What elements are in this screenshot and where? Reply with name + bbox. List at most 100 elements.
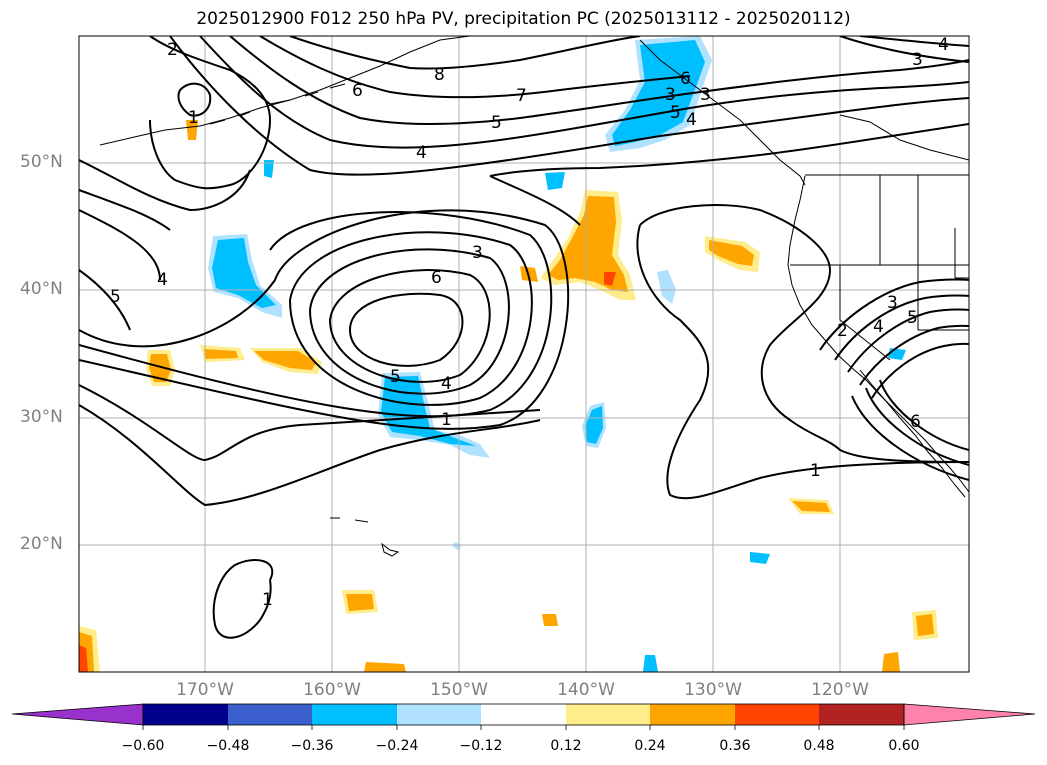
pos-area-sw-corner-red xyxy=(79,645,88,672)
neg-area-nw-coast-core xyxy=(612,40,705,146)
neg-area-small-1 xyxy=(545,172,565,190)
contour-center-1 xyxy=(79,209,570,430)
precip-shading xyxy=(79,36,938,672)
colorbar-segment xyxy=(397,704,481,725)
contour-east-1 xyxy=(639,204,969,463)
pv-contours xyxy=(79,36,969,639)
contour-north-5 xyxy=(79,189,171,231)
colorbar-tick-label: −0.12 xyxy=(459,738,503,754)
contour-label: 1 xyxy=(441,410,452,430)
pos-area-w-2-core xyxy=(204,349,238,359)
lon-label-120w: 120°W xyxy=(811,680,869,700)
contour-label: 4 xyxy=(416,143,427,163)
alaska-panhandle xyxy=(639,39,806,186)
lon-label-130w: 130°W xyxy=(684,680,742,700)
contour-north-4b xyxy=(169,36,969,176)
colorbar-tick-label: 0.24 xyxy=(634,738,666,754)
contour-se-inner-6 xyxy=(879,379,969,451)
colorbar-tick-label: −0.48 xyxy=(206,738,250,754)
contour-label: 6 xyxy=(910,412,921,432)
contour-label: 8 xyxy=(434,65,445,85)
colorbar-segment xyxy=(228,704,312,725)
pos-area-small-4-core xyxy=(346,594,374,611)
contour-center-4 xyxy=(308,248,510,395)
contour-label: 1 xyxy=(262,590,273,610)
colorbar-segment xyxy=(650,704,735,725)
neg-area-s-core xyxy=(585,406,603,444)
hawaii-islands xyxy=(330,517,400,557)
contour-se-3 xyxy=(834,294,969,361)
colorbar-frame xyxy=(142,703,905,726)
contour-se-4 xyxy=(847,308,969,373)
lat-label-20n: 20°N xyxy=(20,534,63,554)
state-borders xyxy=(790,175,969,361)
neg-area-small-5 xyxy=(750,552,770,564)
neg-area-small-4 xyxy=(888,348,906,360)
pos-area-small-8 xyxy=(364,662,406,672)
contour-label: 1 xyxy=(188,108,199,128)
contour-label: 4 xyxy=(938,35,949,55)
contour-label: 1 xyxy=(810,461,821,481)
contour-label: 3 xyxy=(472,243,483,263)
contour-label: 3 xyxy=(700,85,711,105)
contour-se-5 xyxy=(859,324,969,386)
contour-se-inner-5 xyxy=(865,387,969,466)
contour-north-6 xyxy=(79,209,161,281)
contour-north-3b xyxy=(489,123,969,177)
bc-coast xyxy=(839,114,969,161)
pos-area-small-6-core xyxy=(916,614,934,636)
aleutian-chain xyxy=(209,83,346,125)
contour-north-8 xyxy=(289,36,641,70)
baja-california xyxy=(859,369,966,498)
contour-east-1b xyxy=(636,224,969,500)
contour-label: 4 xyxy=(157,270,168,290)
contour-label: 6 xyxy=(680,69,691,89)
contour-north-6b xyxy=(229,36,969,126)
colorbar-tick-label: 0.60 xyxy=(888,738,920,754)
map-frame xyxy=(78,35,970,673)
neg-area-small-2 xyxy=(264,160,274,178)
neg-area-small-3 xyxy=(657,270,676,304)
pos-area-w-1-core xyxy=(149,354,171,382)
contour-north-4 xyxy=(79,159,251,212)
contour-label: 4 xyxy=(441,374,452,394)
colorbar-tick-label: −0.36 xyxy=(290,738,334,754)
alaska-coast xyxy=(99,36,471,146)
contour-label: 3 xyxy=(912,50,923,70)
pos-area-red-dot xyxy=(604,272,616,286)
contour-north-3c xyxy=(489,175,581,226)
contour-sw-1 xyxy=(212,559,274,639)
colorbar-tick-label: 0.12 xyxy=(550,738,582,754)
contour-label: 6 xyxy=(431,268,442,288)
lon-label-160w: 160°W xyxy=(303,680,361,700)
lon-label-140w: 140°W xyxy=(557,680,615,700)
contour-aleutian-1 xyxy=(177,82,212,117)
colorbar xyxy=(11,703,1036,730)
colorbar-segment xyxy=(735,704,819,725)
contour-label: 6 xyxy=(352,81,363,101)
contour-se-6 xyxy=(871,342,969,399)
contour-label: 5 xyxy=(670,103,681,123)
pos-area-small-5 xyxy=(542,614,558,626)
contour-ne-4 xyxy=(859,36,969,47)
pos-area-small-7 xyxy=(882,652,900,672)
colorbar-segment xyxy=(143,704,228,725)
colorbar-tick-label: 0.48 xyxy=(803,738,835,754)
contour-center-2 xyxy=(79,211,553,418)
contour-label: 3 xyxy=(665,85,676,105)
neg-area-small-7 xyxy=(452,542,462,550)
map-title: 2025012900 F012 250 hPa PV, precipitatio… xyxy=(196,9,851,29)
colorbar-segment xyxy=(566,704,650,725)
pos-area-e-core xyxy=(709,240,754,266)
lon-label-150w: 150°W xyxy=(430,680,488,700)
contour-south-1 xyxy=(79,384,541,462)
colorbar-tick-label: 0.36 xyxy=(719,738,751,754)
lat-label-40n: 40°N xyxy=(20,279,63,299)
lat-label-50n: 50°N xyxy=(20,152,63,172)
contour-south-2 xyxy=(79,404,541,507)
contour-label: 2 xyxy=(837,321,848,341)
colorbar-segment xyxy=(481,704,566,725)
lat-label-30n: 30°N xyxy=(20,407,63,427)
lon-label-170w: 170°W xyxy=(176,680,234,700)
